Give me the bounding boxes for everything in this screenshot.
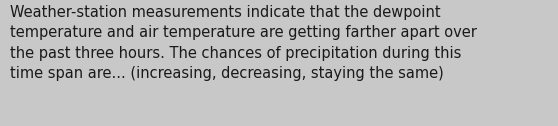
Text: Weather-station measurements indicate that the dewpoint
temperature and air temp: Weather-station measurements indicate th… xyxy=(10,5,477,81)
